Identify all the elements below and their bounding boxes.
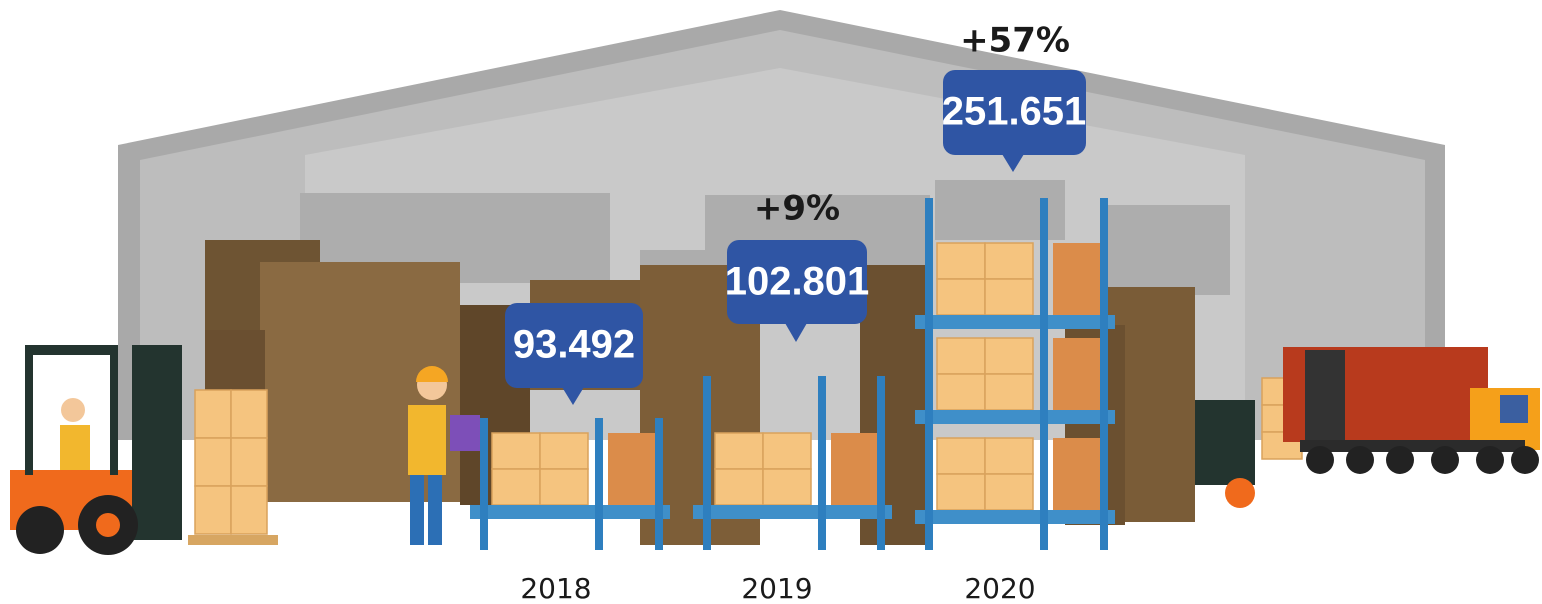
carton — [231, 486, 267, 534]
shelf-post — [1100, 198, 1108, 550]
shelf-post — [925, 198, 933, 550]
wheel — [1476, 446, 1504, 474]
carton-side — [1053, 338, 1105, 410]
forklift-mast — [132, 345, 182, 540]
carton-side — [608, 433, 660, 505]
forklift-cage — [25, 345, 118, 355]
forklift-driver — [61, 398, 85, 422]
shelf-plank — [693, 505, 892, 519]
carton — [195, 438, 231, 486]
forklift-driver-body — [60, 425, 90, 470]
pallet — [188, 535, 278, 545]
carton — [715, 469, 763, 505]
shelf-plank — [915, 410, 1115, 424]
worker-leg — [428, 470, 442, 545]
value-label: 102.801 — [725, 260, 870, 304]
carton — [937, 438, 985, 474]
forklift-cage — [110, 345, 118, 475]
wheel — [1511, 446, 1539, 474]
shelf-post — [703, 376, 711, 550]
page: {"items": [ {"year": "2018", "value": "9… — [0, 0, 1542, 604]
shelf-post — [655, 418, 663, 550]
wheel — [1225, 478, 1255, 508]
carton — [492, 433, 540, 469]
truck-window — [1500, 395, 1528, 423]
hub — [96, 513, 120, 537]
carton — [937, 279, 985, 315]
year-label: 2020 — [964, 572, 1035, 604]
carton — [195, 390, 231, 438]
small-forklift — [1195, 400, 1255, 485]
carton-side — [831, 433, 883, 505]
shelf-plank — [915, 510, 1115, 524]
shelf-plank — [915, 315, 1115, 329]
worker-leg — [410, 470, 424, 545]
carton — [763, 469, 811, 505]
wheel — [16, 506, 64, 554]
shelf-plank — [470, 505, 670, 519]
shelf-post — [480, 418, 488, 550]
year-label: 2018 — [520, 572, 591, 604]
growth-label: +57% — [960, 21, 1070, 61]
carton — [231, 390, 267, 438]
carton-side — [1053, 243, 1105, 315]
carton-side — [1053, 438, 1105, 510]
shelf-post — [877, 376, 885, 550]
shelf-post — [595, 418, 603, 550]
value-label: 251.651 — [942, 90, 1087, 134]
carton — [231, 438, 267, 486]
worker-body — [408, 405, 446, 475]
carton — [937, 474, 985, 510]
carton — [937, 374, 985, 410]
carton — [195, 486, 231, 534]
growth-label: +9% — [754, 189, 840, 229]
carton — [715, 433, 763, 469]
carton — [985, 338, 1033, 374]
background-box — [1100, 205, 1230, 295]
carton — [985, 438, 1033, 474]
carton — [985, 243, 1033, 279]
carton — [937, 338, 985, 374]
shelf-post — [1040, 198, 1048, 550]
carton — [985, 374, 1033, 410]
value-label: 93.492 — [513, 323, 635, 367]
year-label: 2019 — [741, 572, 812, 604]
wheel — [1386, 446, 1414, 474]
truck-door — [1305, 350, 1345, 440]
carton — [985, 279, 1033, 315]
shelf-post — [818, 376, 826, 550]
carton — [540, 433, 588, 469]
wheel — [1431, 446, 1459, 474]
wheel — [1306, 446, 1334, 474]
clipboard — [450, 415, 480, 451]
carton — [763, 433, 811, 469]
forklift-cage — [25, 345, 33, 475]
carton — [937, 243, 985, 279]
carton — [985, 474, 1033, 510]
infographic: 93.492 102.801 251.651 +9% +57% 2018 201… — [0, 0, 1542, 604]
carton — [540, 469, 588, 505]
carton — [492, 469, 540, 505]
wheel — [1346, 446, 1374, 474]
